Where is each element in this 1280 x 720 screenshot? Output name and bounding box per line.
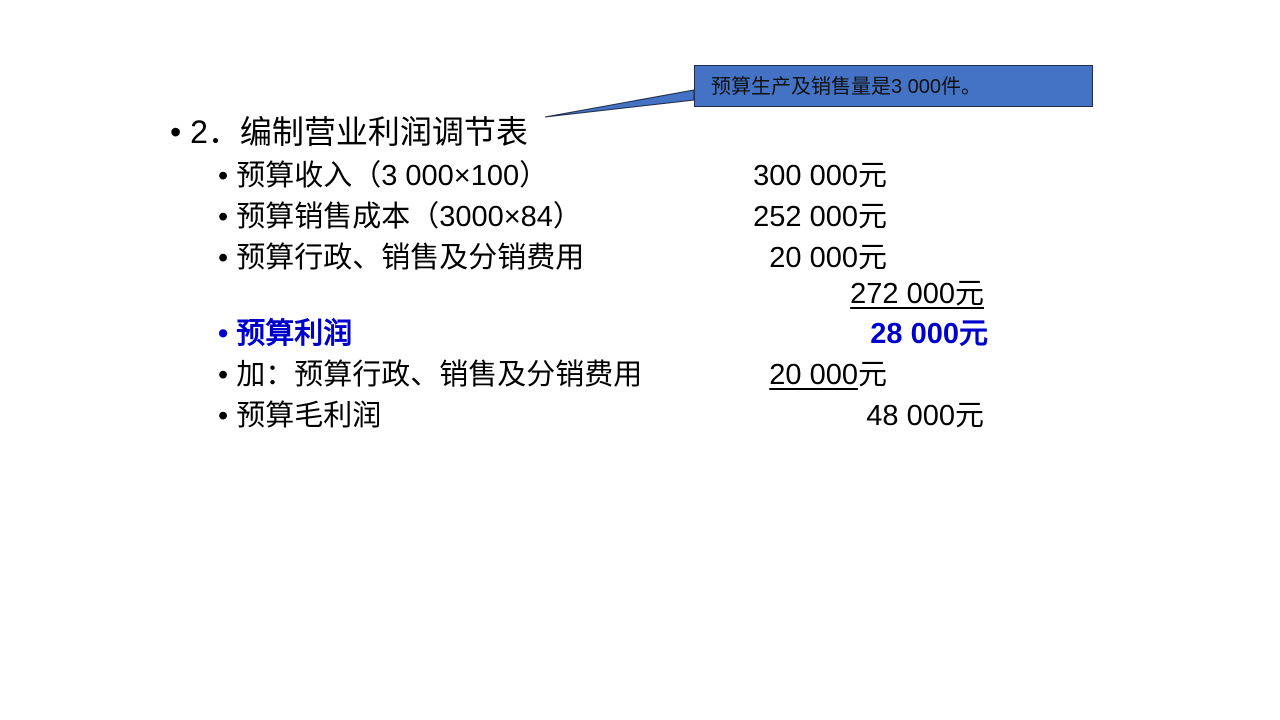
subtotal: 272 000元 [850,276,984,312]
slide-heading: • 2．编制营业利润调节表 [170,112,528,152]
bullet: • [218,359,229,391]
bullet: • [218,318,229,350]
item-label: 预算利润 [236,318,353,350]
list-item-expenses: • 预算行政、销售及分销费用 [218,240,584,276]
item-label: 预算毛利润 [236,400,382,432]
list-item-add-expenses: • 加：预算行政、销售及分销费用 [218,357,642,393]
subtotal-number: 272 000 [850,278,955,310]
amount-profit: 28 000元 [870,318,988,350]
callout-text: 预算生产及销售量是3 000件。 [711,76,982,98]
bullet: • [218,201,229,233]
amount-number: 20 000 [769,359,858,391]
amount-gross-profit: 48 000元 [866,400,984,432]
amount-unit: 元 [857,359,887,391]
bullet: • [170,114,182,150]
bullet: • [218,400,229,432]
item-label: 加：预算行政、销售及分销费用 [236,359,643,391]
amount-cost: 252 000元 [753,201,887,233]
amount-revenue: 300 000元 [753,160,887,192]
list-item-cost: • 预算销售成本（3000×84） [218,199,582,235]
bullet: • [218,242,229,274]
amount-expenses: 20 000元 [769,242,887,274]
item-label: 预算收入（3 000×100） [236,160,549,192]
item-label: 预算销售成本（3000×84） [236,201,582,233]
heading-text: 2．编制营业利润调节表 [190,114,528,150]
list-item-gross-profit: • 预算毛利润 [218,398,381,434]
amount-add-expenses: 20 000元 [769,357,887,393]
list-item-revenue: • 预算收入（3 000×100） [218,158,548,194]
bullet: • [218,160,229,192]
callout-box: 预算生产及销售量是3 000件。 [694,65,1093,107]
subtotal-unit: 元 [954,278,984,310]
list-item-profit: • 预算利润 [218,316,352,352]
item-label: 预算行政、销售及分销费用 [236,242,585,274]
